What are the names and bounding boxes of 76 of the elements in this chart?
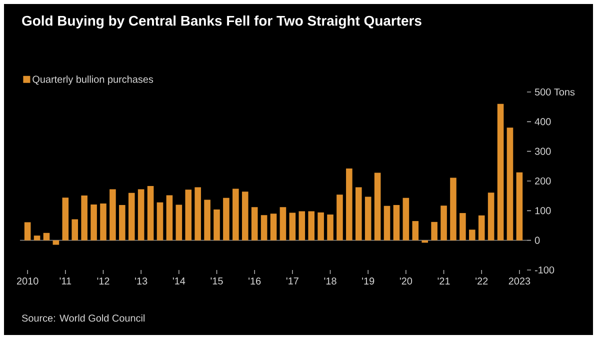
bar [497, 104, 504, 240]
bar [488, 192, 494, 240]
bar [298, 211, 306, 240]
bar [90, 204, 97, 240]
bar [166, 195, 173, 240]
bar [43, 232, 50, 240]
bar [384, 206, 390, 240]
bar [289, 212, 296, 240]
bar [119, 205, 126, 240]
y-tick-label: 100 [535, 207, 551, 214]
bar [270, 214, 277, 240]
bar [204, 200, 210, 240]
bar [336, 194, 343, 240]
bar [223, 198, 230, 240]
y-tick-label: 500 Tons [534, 88, 575, 96]
bar [440, 206, 447, 240]
bar [450, 178, 456, 240]
bar [478, 215, 485, 240]
x-tick-label: 2023 [508, 278, 530, 285]
x-tick-label: '13 [135, 278, 148, 285]
bar [194, 187, 201, 240]
bar [156, 202, 164, 240]
bar [374, 172, 381, 240]
x-tick-label: 2010 [16, 278, 38, 285]
bar [81, 196, 88, 240]
bar [318, 212, 324, 240]
bar [242, 192, 248, 240]
x-tick-label: '21 [438, 278, 450, 284]
bar [431, 222, 438, 240]
bar [308, 211, 314, 240]
y-tick-label: 300 [534, 148, 551, 155]
bar [469, 230, 476, 240]
x-tick-label: '15 [210, 278, 223, 284]
y-tick-label: 0 [534, 236, 540, 244]
bar [214, 209, 220, 240]
bar [138, 189, 144, 240]
bar [346, 168, 352, 240]
bar [34, 236, 40, 240]
bar [364, 196, 372, 240]
bar [62, 198, 69, 240]
bar [280, 207, 286, 240]
bar [24, 222, 31, 240]
bar [412, 221, 419, 240]
y-tick-label: 400 [534, 118, 551, 126]
bar [147, 186, 154, 240]
bar [260, 215, 268, 240]
legend-label: Quarterly bullion purchases [32, 76, 154, 85]
y-tick-label: -100 [534, 266, 554, 274]
bar [251, 207, 258, 240]
bar [185, 190, 192, 240]
bar [460, 213, 466, 240]
x-tick-label: '19 [362, 278, 374, 285]
bar [393, 205, 400, 240]
bar [110, 189, 116, 240]
bar [232, 188, 239, 240]
bar [327, 214, 334, 240]
source-note: Source: World Gold Council [22, 314, 145, 322]
x-tick-label: '17 [286, 278, 298, 284]
x-tick-label: '12 [97, 278, 110, 284]
bar [128, 192, 135, 240]
bar [176, 204, 182, 240]
x-tick-label: '18 [324, 278, 336, 285]
chart-title: Gold Buying by Central Banks Fell for Two Straight Quarters [22, 15, 422, 29]
bar [506, 128, 514, 240]
bar [100, 204, 106, 240]
x-tick-label: '16 [248, 278, 261, 285]
bar [72, 219, 78, 240]
bar [516, 172, 523, 240]
x-tick-label: '14 [172, 278, 186, 284]
bar [355, 187, 362, 240]
bar [402, 198, 410, 240]
x-tick-label: '11 [60, 278, 72, 284]
bar [52, 240, 60, 245]
x-tick-label: '22 [476, 278, 488, 284]
x-tick-label: '20 [400, 278, 412, 285]
y-tick-label: 200 [535, 177, 551, 185]
